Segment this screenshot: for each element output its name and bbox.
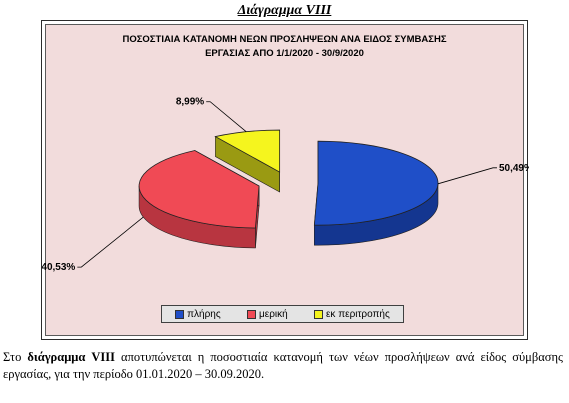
data-label-leader <box>437 167 497 185</box>
legend-item-full-time: πλήρης <box>175 309 221 320</box>
plot-area: ΠΟΣΟΣΤΙΑΙΑ ΚΑΤΑΝΟΜΗ ΝΕΩΝ ΠΡΟΣΛΗΨΕΩΝ ΑΝΑ … <box>45 24 524 336</box>
data-label: 40,53% <box>42 262 75 273</box>
legend-swatch <box>246 309 256 319</box>
chart-title-line-2: ΕΡΓΑΣΙΑΣ ΑΠΟ 1/1/2020 - 30/9/2020 <box>205 48 364 59</box>
chart-title-line-1: ΠΟΣΟΣΤΙΑΙΑ ΚΑΤΑΝΟΜΗ ΝΕΩΝ ΠΡΟΣΛΗΨΕΩΝ ΑΝΑ … <box>122 34 447 45</box>
caption-text: Στο διάγραμμα VIII αποτυπώνεται η ποσοστ… <box>3 349 563 383</box>
legend-swatch <box>175 309 185 319</box>
data-label-leader <box>77 216 144 268</box>
caption-rest: αποτυπώνεται η ποσοστιαία κατανομή των ν… <box>3 350 563 381</box>
legend-item-part-time: μερική <box>246 308 288 320</box>
data-label-leader <box>206 101 247 133</box>
chart-title: ΠΟΣΟΣΤΙΑΙΑ ΚΑΤΑΝΟΜΗ ΝΕΩΝ ΠΡΟΣΛΗΨΕΩΝ ΑΝΑ … <box>46 33 523 61</box>
caption-prefix: Στο <box>3 350 28 364</box>
legend-label: πλήρης <box>187 308 221 320</box>
legend-label: μερική <box>258 308 288 320</box>
data-label: 50,49% <box>499 163 529 174</box>
caption-bold: διάγραμμα VIII <box>27 350 116 364</box>
legend-swatch <box>313 309 323 319</box>
chart-frame: ΠΟΣΟΣΤΙΑΙΑ ΚΑΤΑΝΟΜΗ ΝΕΩΝ ΠΡΟΣΛΗΨΕΩΝ ΑΝΑ … <box>41 20 529 340</box>
legend-item-rotational: εκ περιτροπής <box>313 308 390 320</box>
pie-slice <box>138 150 260 229</box>
legend: πλήρης μερική εκ περιτροπής <box>161 305 404 323</box>
figure-heading: Διάγραμμα VIII <box>237 3 332 18</box>
data-label: 8,99% <box>176 97 204 108</box>
legend-label: εκ περιτροπής <box>325 308 390 320</box>
pie-chart: 50,49% 40,53% 8,99% <box>42 97 529 273</box>
